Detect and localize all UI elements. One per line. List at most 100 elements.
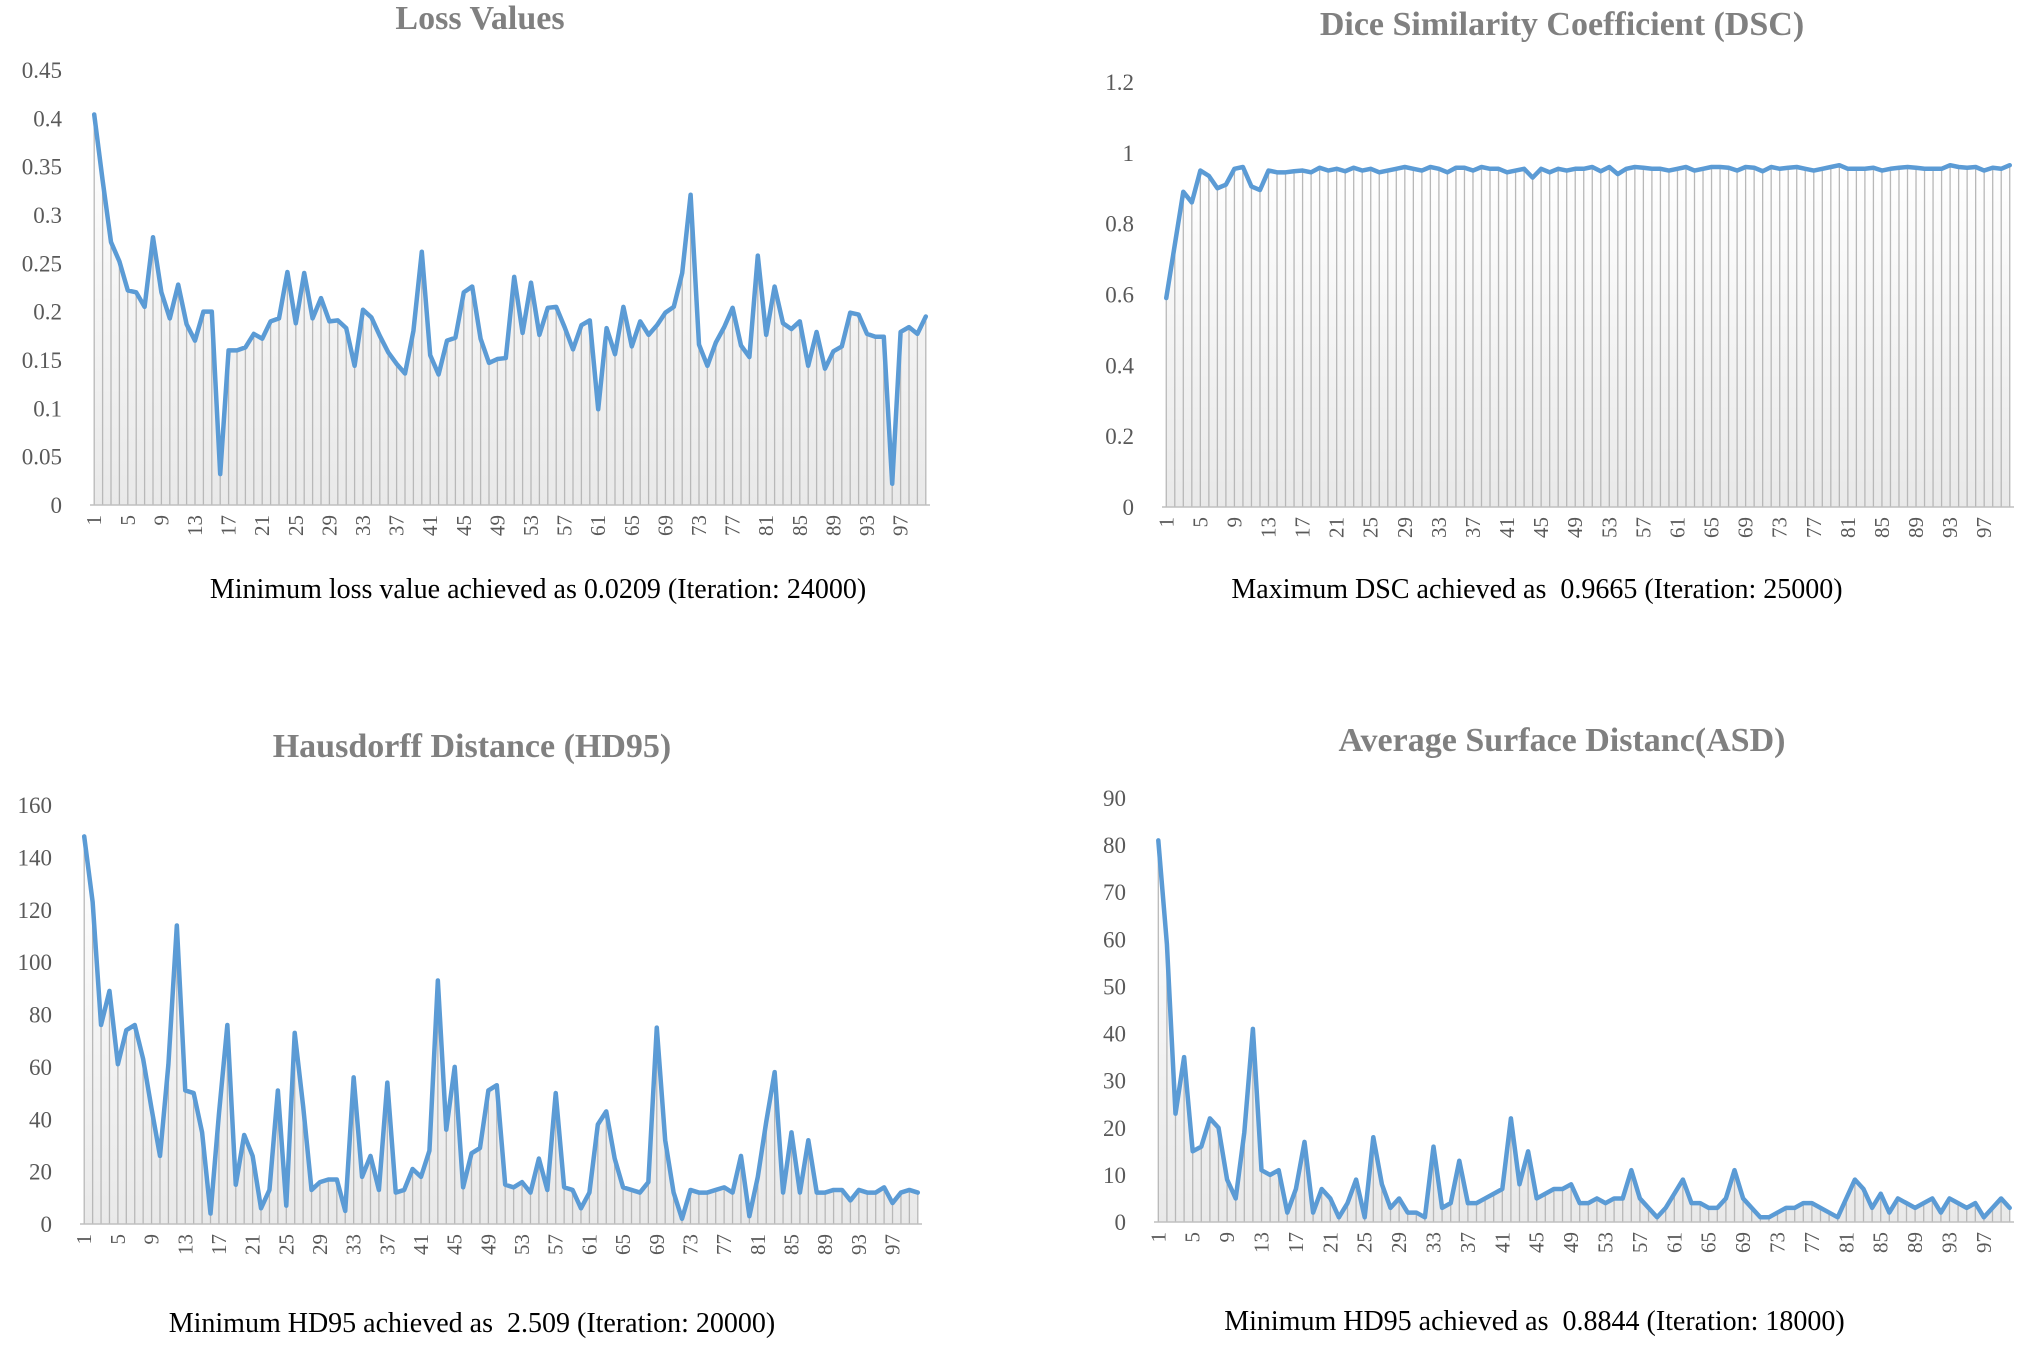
area-fill — [1158, 840, 2010, 1222]
x-tick-label: 37 — [1456, 1232, 1480, 1253]
y-tick-label: 0.25 — [22, 251, 62, 276]
x-tick-label: 5 — [1188, 517, 1212, 528]
x-tick-label: 17 — [1284, 1232, 1308, 1253]
x-tick-label: 69 — [1734, 517, 1758, 538]
y-tick-label: 0.4 — [1105, 353, 1134, 378]
x-tick-label: 73 — [1768, 517, 1792, 538]
x-tick-label: 41 — [418, 515, 442, 536]
x-tick-label: 5 — [1181, 1232, 1205, 1243]
y-tick-label: 140 — [18, 845, 53, 870]
series-line — [81, 834, 921, 1222]
x-tick-label: 93 — [1938, 1232, 1962, 1253]
x-tick-label: 1 — [1154, 517, 1178, 528]
x-tick-label: 53 — [519, 515, 543, 536]
x-tick-label: 29 — [317, 515, 341, 536]
x-tick-label: 61 — [1665, 517, 1689, 538]
chart-caption: Minimum HD95 achieved as 2.509 (Iteratio… — [168, 1308, 776, 1339]
x-tick-label: 21 — [1318, 1232, 1342, 1253]
dsc-chart: 00.20.40.60.811.21 5 9 13 17 21 25 29 33 37 41 45 49… — [1105, 70, 2014, 538]
chart-caption: Minimum HD95 achieved as 0.8844 (Iterati… — [1224, 1306, 1845, 1337]
x-tick-label: 61 — [1662, 1232, 1686, 1253]
x-tick-label: 21 — [1325, 517, 1349, 538]
x-tick-label: 13 — [183, 515, 207, 536]
x-tick-label: 65 — [1697, 1232, 1721, 1253]
chart-title: Dice Similarity Coefficient (DSC) — [1319, 6, 1805, 43]
x-tick-label: 89 — [1903, 1232, 1927, 1253]
y-tick-label: 60 — [1103, 927, 1126, 952]
x-tick-label: 33 — [1422, 1232, 1446, 1253]
x-tick-label: 61 — [586, 515, 610, 536]
x-tick-label: 45 — [1529, 517, 1553, 538]
x-tick-label: 37 — [385, 515, 409, 536]
x-tick-label: 65 — [620, 515, 644, 536]
asd-chart: 0 10 20 30 40 50 60 70 80 90 1 5 9 13 17 21 25 29 33 37 41 45… — [1103, 786, 2014, 1253]
x-tick-label: 53 — [510, 1234, 534, 1255]
y-tick-label: 0.2 — [1105, 424, 1134, 449]
x-tick-label: 93 — [847, 1234, 871, 1255]
x-tick-label: 1 — [72, 1234, 96, 1245]
x-tick-label: 77 — [721, 515, 745, 536]
x-tick-label: 97 — [1972, 1232, 1996, 1253]
x-tick-label: 81 — [1834, 1232, 1858, 1253]
x-tick-label: 9 — [140, 1234, 164, 1245]
chart-title: Hausdorff Distance (HD95) — [272, 728, 672, 765]
x-tick-label: 41 — [1495, 517, 1519, 538]
x-tick-label: 21 — [250, 515, 274, 536]
y-tick-label: 10 — [1103, 1163, 1126, 1188]
x-tick-label: 29 — [1387, 1232, 1411, 1253]
y-tick-label: 0 — [1123, 495, 1135, 520]
y-tick-label: 0.05 — [22, 445, 62, 470]
x-tick-label: 33 — [342, 1234, 366, 1255]
y-tick-label: 0.15 — [22, 348, 62, 373]
drop-lines — [1165, 165, 2011, 507]
y-tick-label: 1 — [1123, 141, 1135, 166]
x-tick-label: 69 — [1731, 1232, 1755, 1253]
hd95-chart-panel: Hausdorff Distance (HD95) 0 20 40 60 80 100 12… — [0, 700, 960, 1349]
x-tick-label: 81 — [1836, 517, 1860, 538]
x-tick-label: 41 — [1490, 1232, 1514, 1253]
x-tick-label: 85 — [1869, 1232, 1893, 1253]
area-fill — [94, 114, 926, 505]
x-tick-label: 77 — [1802, 517, 1826, 538]
x-tick-label: 25 — [1353, 1232, 1377, 1253]
y-tick-label: 1.2 — [1105, 70, 1134, 95]
y-tick-label: 0 — [41, 1212, 53, 1237]
dsc-chart-panel: Dice Similarity Coefficient (DSC) 0 0.2 0.… — [1062, 0, 2022, 640]
x-tick-label: 61 — [577, 1234, 601, 1255]
y-tick-label: 40 — [29, 1107, 52, 1132]
x-tick-label: 69 — [645, 1234, 669, 1255]
x-tick-label: 81 — [754, 515, 778, 536]
x-tick-label: 69 — [653, 515, 677, 536]
y-tick-label: 50 — [1103, 974, 1126, 999]
x-tick-label: 65 — [1700, 517, 1724, 538]
x-tick-label: 25 — [1359, 517, 1383, 538]
x-tick-label: 45 — [1525, 1232, 1549, 1253]
x-tick-label: 5 — [106, 1234, 130, 1245]
x-tick-label: 1 — [1146, 1232, 1170, 1243]
x-tick-label: 25 — [284, 515, 308, 536]
drop-lines — [1157, 840, 2011, 1222]
asd-chart-panel: Average Surface Distanc(ASD) 0 10 20 30 40 50… — [1062, 700, 2022, 1349]
y-tick-label: 160 — [18, 793, 53, 818]
y-tick-label: 20 — [29, 1160, 52, 1185]
x-tick-label: 13 — [1257, 517, 1281, 538]
x-tick-label: 93 — [1938, 517, 1962, 538]
x-tick-label: 73 — [687, 515, 711, 536]
x-tick-label: 53 — [1594, 1232, 1618, 1253]
x-tick-label: 33 — [351, 515, 375, 536]
x-tick-label: 9 — [1215, 1232, 1239, 1243]
y-tick-label: 60 — [29, 1055, 52, 1080]
y-tick-label: 0.2 — [33, 300, 62, 325]
y-tick-label: 0.1 — [33, 396, 62, 421]
x-tick-label: 65 — [611, 1234, 635, 1255]
x-tick-label: 9 — [149, 515, 173, 526]
area-fill — [84, 836, 918, 1224]
chart-caption: Minimum loss value achieved as 0.0209 (I… — [209, 574, 867, 605]
x-tick-label: 41 — [409, 1234, 433, 1255]
series-line — [1164, 162, 2012, 301]
x-tick-label: 73 — [678, 1234, 702, 1255]
x-tick-label: 89 — [813, 1234, 837, 1255]
x-tick-label: 85 — [788, 515, 812, 536]
chart-caption: Maximum DSC achieved as 0.9665 (Iteratio… — [1231, 574, 1843, 605]
y-tick-label: 70 — [1103, 880, 1126, 905]
